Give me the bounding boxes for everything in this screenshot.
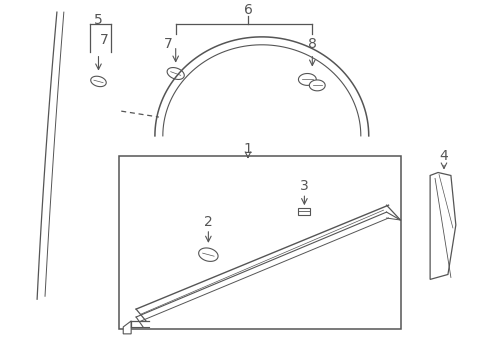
Polygon shape [123, 321, 131, 334]
Text: 2: 2 [203, 215, 212, 229]
Bar [298, 208, 310, 215]
Polygon shape [167, 68, 184, 80]
Text: 1: 1 [243, 142, 252, 156]
Bar [119, 156, 401, 329]
Text: 7: 7 [163, 37, 172, 51]
Text: 3: 3 [300, 179, 308, 193]
Polygon shape [429, 172, 455, 279]
Text: 7: 7 [100, 33, 108, 47]
Text: 6: 6 [243, 3, 252, 17]
Polygon shape [298, 73, 316, 85]
Text: 5: 5 [94, 13, 102, 27]
Polygon shape [91, 76, 106, 87]
Text: 8: 8 [307, 37, 316, 51]
Polygon shape [309, 80, 325, 91]
Text: 4: 4 [439, 149, 447, 163]
Polygon shape [198, 248, 218, 261]
